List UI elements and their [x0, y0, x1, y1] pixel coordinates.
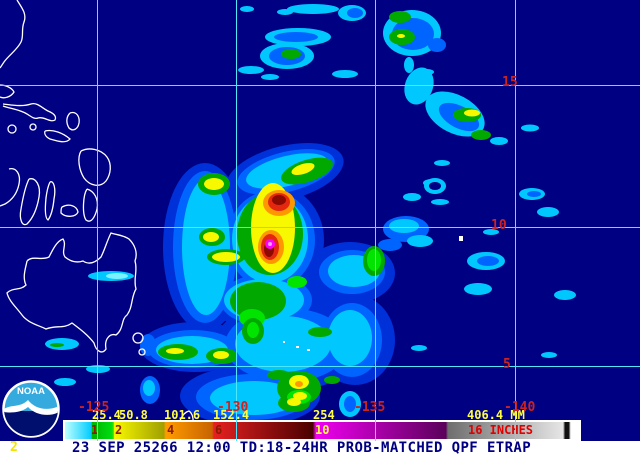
gridline-lat-10: [0, 227, 640, 228]
status-strip: [0, 441, 640, 455]
gridline-lon--135: [375, 0, 376, 441]
mm-label-254: 254: [313, 408, 335, 422]
precipitation-blobs: [45, 4, 576, 426]
mm-label-25-4: 25.4: [92, 408, 121, 422]
gridline-lon--130: [236, 0, 237, 441]
gridline-lat-15: [0, 85, 640, 86]
lon-label--135: -135: [354, 400, 386, 415]
noaa-logo-text: NOAA: [17, 386, 45, 397]
precip-colorbar-gradient: [65, 422, 579, 439]
mm-label-101-6: 101.6: [164, 408, 201, 422]
lon-label--125: -125: [78, 400, 110, 415]
noaa-logo: NOAA: [2, 380, 60, 438]
map-canvas: [0, 0, 576, 438]
lat-label-15: 15: [502, 75, 518, 90]
bar-label-1in: 1: [91, 423, 99, 437]
gridline-lat-5: [0, 366, 640, 367]
bar-label-6in: 6: [215, 423, 223, 437]
lon-label--130: -130: [217, 400, 249, 415]
mm-label-50-8: 50.8: [119, 408, 148, 422]
lat-label-5: 5: [503, 357, 511, 372]
gridline-lon--125: [97, 0, 98, 441]
lon-label--140: -140: [504, 400, 536, 415]
island-specks: [283, 236, 463, 351]
bar-label-16in: 16 INCHES: [468, 423, 534, 437]
precip-colorbar: 1 2 4 6 10 16 INCHES: [63, 420, 581, 441]
frame-number: 2: [10, 440, 18, 455]
bar-label-4in: 4: [167, 423, 175, 437]
mm-label-406-4: 406.4 MM: [467, 408, 525, 422]
mm-label-152-4: 152.4: [213, 408, 250, 422]
noaa-gull-icon: [4, 400, 58, 415]
gridline-lon--140: [515, 0, 516, 441]
bar-label-2in: 2: [115, 423, 123, 437]
product-title: 23 SEP 25266 12:00 TD:18-24HR PROB-MATCH…: [72, 440, 532, 455]
lat-label-10: 10: [491, 218, 507, 233]
bar-label-10in: 10: [315, 423, 330, 437]
